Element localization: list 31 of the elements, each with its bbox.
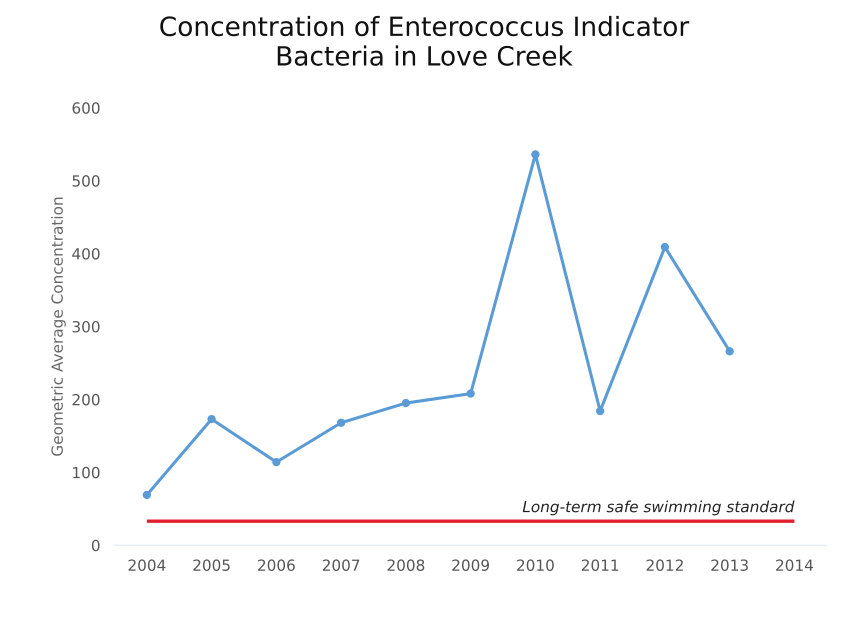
point — [466, 389, 475, 398]
x-tick-label: 2011 — [582, 559, 618, 571]
x-tick-label: 2004 — [128, 559, 166, 571]
point — [596, 406, 604, 416]
point — [207, 414, 216, 424]
y-tick-label: 100 — [73, 466, 100, 478]
point — [336, 418, 346, 427]
point — [402, 398, 410, 408]
x-tick-label: 2014 — [776, 559, 814, 571]
x-tick-label: 2005 — [193, 559, 230, 571]
y-tick-label: 400 — [72, 248, 100, 260]
point — [142, 490, 152, 500]
x-tick-label: 2010 — [517, 559, 554, 571]
y-tick-label: 500 — [72, 175, 100, 187]
point — [660, 242, 670, 252]
y-tick-label: 300 — [72, 320, 100, 333]
point — [272, 458, 281, 466]
x-tick-label: 2013 — [711, 559, 748, 571]
point — [531, 150, 540, 159]
y-tick-label: 0 — [92, 540, 100, 552]
y-axis-title: Geometric Average Concentration — [51, 198, 66, 456]
x-tick-label: 2012 — [646, 559, 683, 571]
x-tick-label: 2008 — [388, 559, 424, 571]
x-tick-label: 2007 — [322, 559, 360, 571]
y-tick-label: 200 — [72, 394, 100, 406]
x-tick-label: 2006 — [258, 559, 295, 571]
x-tick-label: 2009 — [452, 559, 490, 571]
y-tick-label: 600 — [72, 102, 100, 114]
ref-line-label: Long-term safe swimming standard — [522, 500, 794, 516]
chart-title: Concentration of Enterococcus Indicator Bacteria in Love Creek — [160, 16, 690, 66]
point — [726, 347, 734, 356]
